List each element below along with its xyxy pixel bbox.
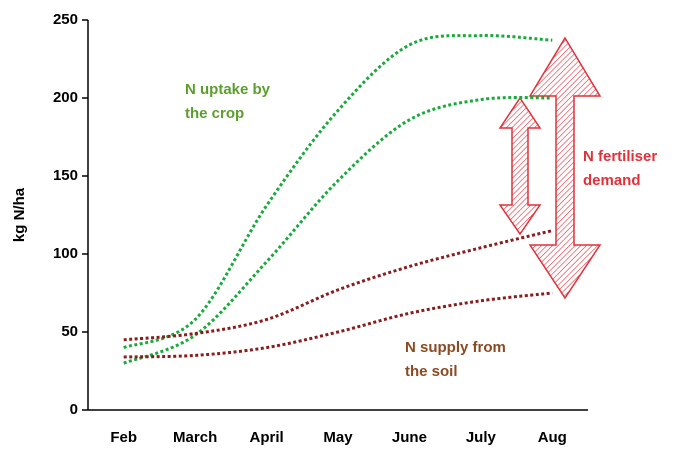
x-tick-label: July xyxy=(466,429,497,446)
x-tick-label: March xyxy=(173,429,217,446)
big-arrow xyxy=(528,36,602,300)
annotation: demand xyxy=(583,172,641,189)
annotation: N supply from xyxy=(405,339,506,356)
small-arrow xyxy=(498,96,542,236)
x-tick-label: Aug xyxy=(538,429,567,446)
x-tick-label: Feb xyxy=(110,429,137,446)
y-tick-label: 0 xyxy=(70,401,78,418)
annotation: N uptake by xyxy=(185,81,271,98)
series-line xyxy=(123,291,553,359)
x-tick-label: April xyxy=(249,429,283,446)
y-tick-label: 150 xyxy=(53,167,78,184)
y-axis-label: kg N/ha xyxy=(11,187,28,242)
y-tick-label: 200 xyxy=(53,89,78,106)
y-tick-label: 100 xyxy=(53,245,78,262)
series-line xyxy=(123,229,553,342)
x-tick-label: May xyxy=(323,429,353,446)
x-tick-label: June xyxy=(392,429,427,446)
annotation: N fertiliser xyxy=(583,148,657,165)
annotation: the crop xyxy=(185,105,244,122)
y-tick-label: 250 xyxy=(53,11,78,28)
annotation: the soil xyxy=(405,363,458,380)
y-tick-label: 50 xyxy=(61,323,78,340)
series-line xyxy=(123,34,553,350)
series-line xyxy=(123,95,553,365)
